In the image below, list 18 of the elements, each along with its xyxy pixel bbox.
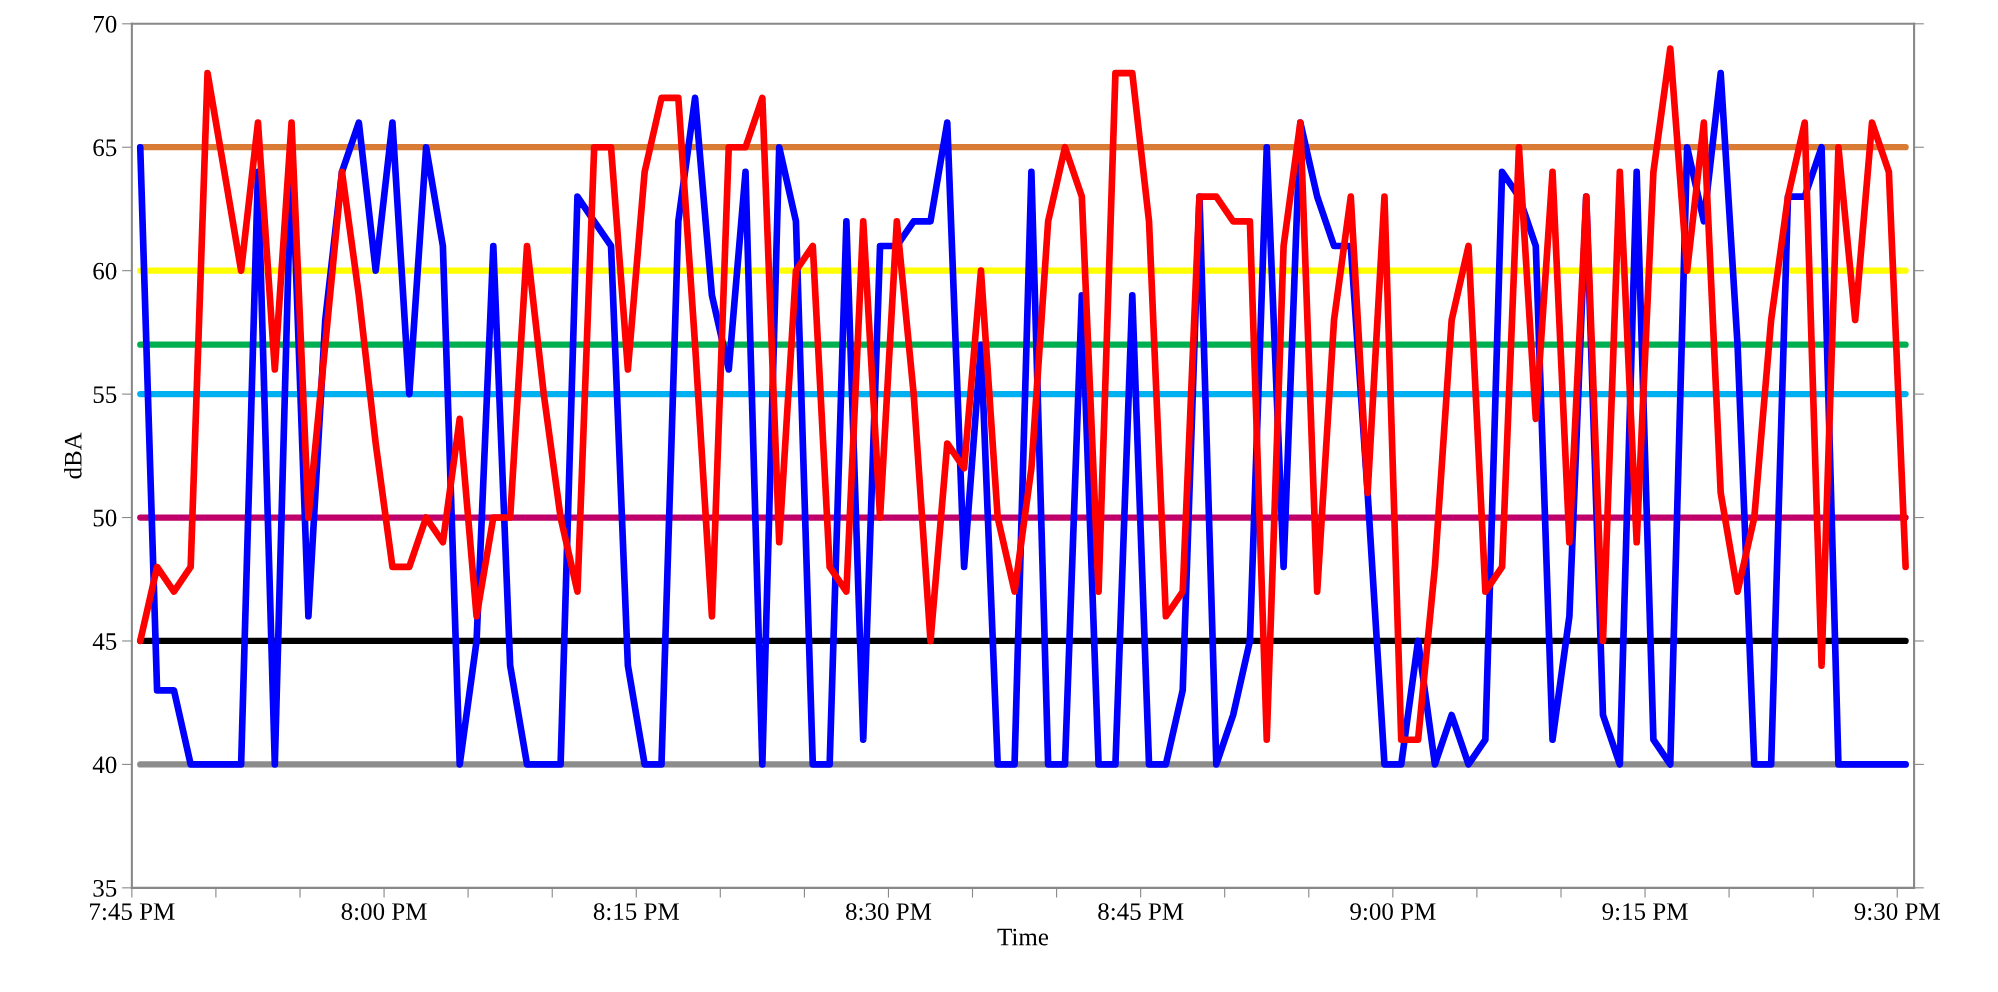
x-tick-label: 8:00 PM xyxy=(341,903,427,921)
y-axis-title: dBA xyxy=(64,432,82,479)
y-tick-label: 70 xyxy=(93,15,117,33)
x-tick-label: 8:30 PM xyxy=(845,903,932,921)
x-tick-label: 9:15 PM xyxy=(1602,903,1688,921)
x-tick-label: 9:00 PM xyxy=(1350,903,1436,921)
y-tick-label: 40 xyxy=(92,756,117,774)
y-tick-label: 65 xyxy=(93,139,117,157)
x-tick-label: 7:45 PM xyxy=(90,903,175,921)
y-tick-label: 60 xyxy=(93,262,117,280)
x-tick-label: 9:30 PM xyxy=(1854,903,1940,921)
y-tick-label: 50 xyxy=(93,509,117,527)
x-tick-label: 8:45 PM xyxy=(1098,903,1184,921)
y-tick-label: 55 xyxy=(93,386,117,404)
x-axis-title: Time xyxy=(997,928,1049,946)
x-tick-label: 8:15 PM xyxy=(593,903,679,921)
y-tick-label: 45 xyxy=(92,633,117,650)
y-tick-label: 35 xyxy=(93,879,117,897)
